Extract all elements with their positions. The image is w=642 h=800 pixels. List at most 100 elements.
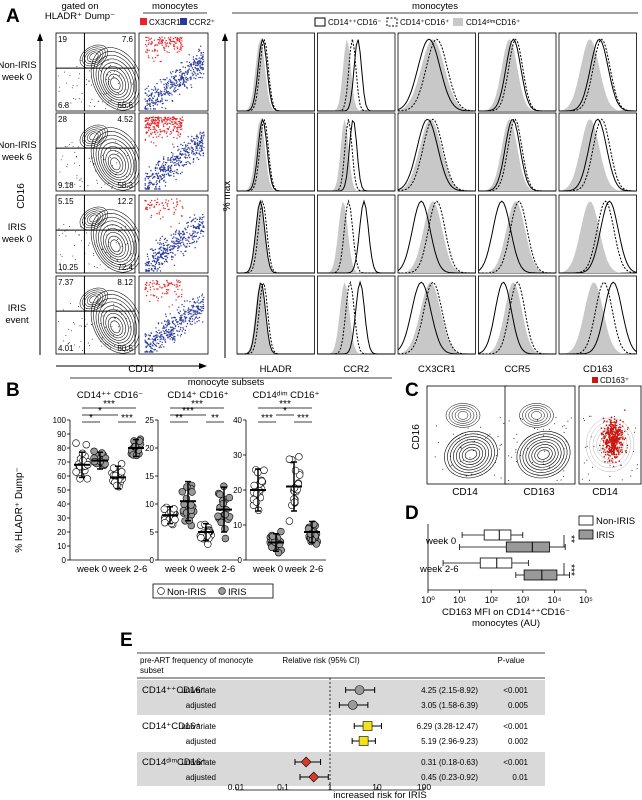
ccr2-dot xyxy=(144,339,146,341)
quadrant-ul: 28 xyxy=(58,115,67,124)
contour-line xyxy=(100,62,132,101)
ccr2-dot xyxy=(198,320,200,322)
c-cd163-dot xyxy=(620,434,622,437)
b-data-point xyxy=(197,533,205,542)
ccr2-dot xyxy=(191,141,193,143)
e-p-text: 0.01 xyxy=(512,773,528,782)
ccr2-dot xyxy=(167,173,170,175)
ccr2-dot xyxy=(187,225,189,227)
cx3cr1-dot xyxy=(147,43,150,46)
ccr2-dot xyxy=(154,176,156,178)
event-dot xyxy=(101,186,103,188)
c-cd163-dot xyxy=(608,460,611,463)
row-label: week 0 xyxy=(1,72,32,83)
ccr2-dot xyxy=(170,151,173,154)
c-cd163-dot xyxy=(609,430,612,433)
histogram-frame xyxy=(236,32,315,112)
ccr2-dot xyxy=(159,248,161,250)
ccr2-dot xyxy=(175,240,177,242)
ccr2-dot xyxy=(178,235,181,237)
cx3cr1-dot xyxy=(159,117,161,119)
cx3cr1-dot xyxy=(168,51,170,54)
quadrant-ur: 12.2 xyxy=(117,197,133,206)
cx3cr1-dot xyxy=(170,282,172,285)
ccr2-dot xyxy=(192,311,195,313)
ccr2-dot xyxy=(160,249,163,251)
ccr2-dot xyxy=(173,240,175,243)
c-event-dot xyxy=(499,417,501,419)
ccr2-dot xyxy=(167,158,169,160)
ccr2-dot xyxy=(174,339,176,341)
cx3cr1-dot xyxy=(162,204,164,207)
c-event-dot xyxy=(534,428,536,429)
ccr2-dot xyxy=(177,244,179,247)
ccr2-dot xyxy=(157,176,159,178)
ccr2-dot xyxy=(168,329,170,331)
ccr2-dot xyxy=(190,78,192,81)
cx3cr1-dot xyxy=(172,202,175,204)
cx3cr1-dot xyxy=(157,131,159,134)
event-dot xyxy=(64,182,66,184)
ccr2-dot xyxy=(162,163,164,165)
cx3cr1-dot xyxy=(148,126,151,129)
c-contour-line xyxy=(525,407,548,424)
e-point-circle xyxy=(354,685,365,695)
cx3cr1-dot xyxy=(147,126,150,128)
ccr2-dot xyxy=(161,106,163,109)
quadrant-ul: 7.37 xyxy=(58,278,74,287)
ccr2-dot xyxy=(180,323,182,325)
cx3cr1-dot xyxy=(168,42,171,44)
c-event-dot xyxy=(592,466,594,468)
event-dot xyxy=(77,146,79,148)
ccr2-dot xyxy=(166,239,168,242)
event-dot xyxy=(110,99,112,101)
ccr2-dot xyxy=(152,249,154,252)
ccr2-dot xyxy=(188,147,190,149)
ccr2-dot xyxy=(182,243,185,245)
ccr2-dot xyxy=(155,345,157,347)
b-data-point xyxy=(188,488,196,496)
ccr2-dot xyxy=(174,79,176,81)
c-event-dot xyxy=(508,420,510,422)
ccr2-dot xyxy=(191,72,193,74)
ccr2-dot xyxy=(193,310,195,312)
e-x-tick-label: 0.01 xyxy=(228,782,245,792)
ccr2-dot xyxy=(186,300,188,302)
e-rr-text: 0.45 (0.23-0.92) xyxy=(421,773,478,782)
cx3cr1-dot xyxy=(177,288,179,291)
event-dot xyxy=(113,335,115,336)
ccr2-dot xyxy=(147,185,149,187)
ccr2-dot xyxy=(186,151,189,153)
ccr2-dot xyxy=(188,245,190,247)
c-contour-line xyxy=(454,409,472,422)
ccr2-dot xyxy=(150,108,152,110)
hist-title: monocytes xyxy=(412,1,458,12)
c-event-dot xyxy=(515,451,517,453)
event-dot xyxy=(125,318,127,319)
ccr2-dot xyxy=(172,158,174,160)
ccr2-dot xyxy=(156,252,158,255)
c-cd163-dot xyxy=(603,451,605,453)
ccr2-dot xyxy=(181,76,184,79)
ccr2-dot xyxy=(202,321,204,323)
event-dot xyxy=(104,326,106,328)
ccr2-dot xyxy=(157,258,159,260)
ccr2-dot xyxy=(177,232,179,235)
quadrant-ur: 8.12 xyxy=(117,278,133,287)
histogram-cd14hi-line xyxy=(237,199,315,274)
c-cd163-dot xyxy=(605,447,608,449)
cx3cr1-dot xyxy=(173,118,175,120)
panel-c: C CD16 CD14 CD163 CD14 CD163⁺ xyxy=(405,376,629,498)
b-data-point xyxy=(277,527,285,536)
cx3cr1-dot xyxy=(181,44,183,46)
cx3cr1-dot xyxy=(163,122,165,125)
histogram-cd14hi-line xyxy=(397,38,476,112)
ccr2-dot xyxy=(192,58,195,60)
histogram-cd14pos-line xyxy=(398,38,476,112)
ccr2-dot xyxy=(158,94,160,96)
ccr2-dot xyxy=(150,268,152,270)
ccr2-dot xyxy=(200,54,202,56)
legend-cd14dim: CD14ᵈⁱᵐCD16⁺ xyxy=(466,18,520,27)
ccr2-dot xyxy=(180,161,183,163)
cx3cr1-dot xyxy=(167,116,169,119)
